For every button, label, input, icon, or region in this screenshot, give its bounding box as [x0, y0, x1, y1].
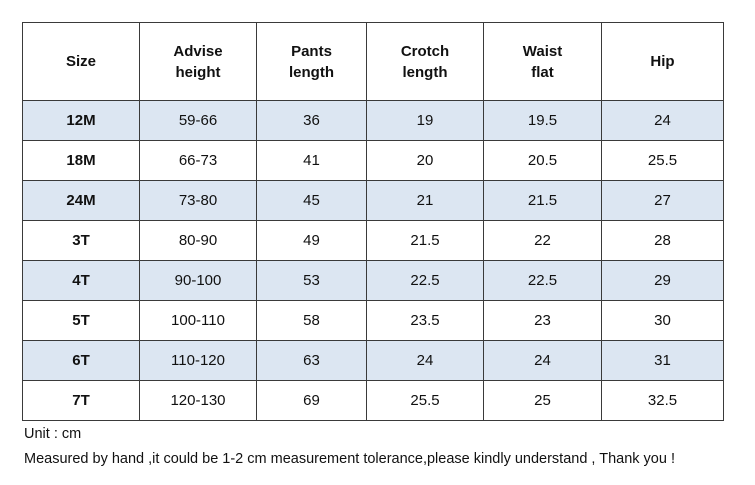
table-row: 12M 59-66 36 19 19.5 24 — [22, 100, 724, 141]
cell-advise-height: 100-110 — [139, 300, 257, 341]
cell-advise-height: 120-130 — [139, 380, 257, 421]
cell-pants-length: 49 — [256, 220, 367, 261]
cell-size: 12M — [22, 100, 140, 141]
cell-advise-height: 66-73 — [139, 140, 257, 181]
cell-hip: 30 — [601, 300, 724, 341]
table-row: 24M 73-80 45 21 21.5 27 — [22, 180, 724, 221]
cell-hip: 32.5 — [601, 380, 724, 421]
cell-waist-flat: 22.5 — [483, 260, 602, 301]
header-pants-length: Pants length — [256, 22, 367, 101]
cell-waist-flat: 23 — [483, 300, 602, 341]
cell-pants-length: 41 — [256, 140, 367, 181]
cell-advise-height: 73-80 — [139, 180, 257, 221]
cell-waist-flat: 22 — [483, 220, 602, 261]
cell-waist-flat: 21.5 — [483, 180, 602, 221]
table-row: 5T 100-110 58 23.5 23 30 — [22, 300, 724, 341]
table-row: 6T 110-120 63 24 24 31 — [22, 340, 724, 381]
cell-pants-length: 53 — [256, 260, 367, 301]
measurement-disclaimer: Measured by hand ,it could be 1-2 cm mea… — [24, 451, 675, 467]
cell-size: 6T — [22, 340, 140, 381]
cell-size: 5T — [22, 300, 140, 341]
header-crotch-length: Crotch length — [366, 22, 484, 101]
cell-hip: 25.5 — [601, 140, 724, 181]
cell-hip: 27 — [601, 180, 724, 221]
cell-hip: 29 — [601, 260, 724, 301]
header-waist-flat: Waist flat — [483, 22, 602, 101]
cell-crotch-length: 25.5 — [366, 380, 484, 421]
cell-crotch-length: 21.5 — [366, 220, 484, 261]
cell-pants-length: 58 — [256, 300, 367, 341]
cell-crotch-length: 20 — [366, 140, 484, 181]
cell-size: 18M — [22, 140, 140, 181]
cell-pants-length: 45 — [256, 180, 367, 221]
cell-waist-flat: 20.5 — [483, 140, 602, 181]
table-row: 4T 90-100 53 22.5 22.5 29 — [22, 260, 724, 301]
cell-size: 24M — [22, 180, 140, 221]
cell-advise-height: 90-100 — [139, 260, 257, 301]
cell-crotch-length: 21 — [366, 180, 484, 221]
cell-crotch-length: 19 — [366, 100, 484, 141]
cell-crotch-length: 23.5 — [366, 300, 484, 341]
cell-advise-height: 80-90 — [139, 220, 257, 261]
cell-hip: 31 — [601, 340, 724, 381]
header-size: Size — [22, 22, 140, 101]
size-chart-table: Size Advise height Pants length Crotch l… — [22, 22, 724, 421]
unit-note: Unit : cm — [24, 426, 82, 442]
cell-advise-height: 110-120 — [139, 340, 257, 381]
cell-size: 7T — [22, 380, 140, 421]
cell-size: 3T — [22, 220, 140, 261]
cell-pants-length: 63 — [256, 340, 367, 381]
cell-pants-length: 36 — [256, 100, 367, 141]
table-row: 3T 80-90 49 21.5 22 28 — [22, 220, 724, 261]
header-advise-height: Advise height — [139, 22, 257, 101]
cell-crotch-length: 24 — [366, 340, 484, 381]
table-header-row: Size Advise height Pants length Crotch l… — [22, 22, 724, 101]
cell-hip: 28 — [601, 220, 724, 261]
cell-size: 4T — [22, 260, 140, 301]
cell-waist-flat: 25 — [483, 380, 602, 421]
table-row: 18M 66-73 41 20 20.5 25.5 — [22, 140, 724, 181]
cell-crotch-length: 22.5 — [366, 260, 484, 301]
cell-advise-height: 59-66 — [139, 100, 257, 141]
header-hip: Hip — [601, 22, 724, 101]
table-row: 7T 120-130 69 25.5 25 32.5 — [22, 380, 724, 421]
cell-waist-flat: 19.5 — [483, 100, 602, 141]
cell-waist-flat: 24 — [483, 340, 602, 381]
cell-pants-length: 69 — [256, 380, 367, 421]
cell-hip: 24 — [601, 100, 724, 141]
